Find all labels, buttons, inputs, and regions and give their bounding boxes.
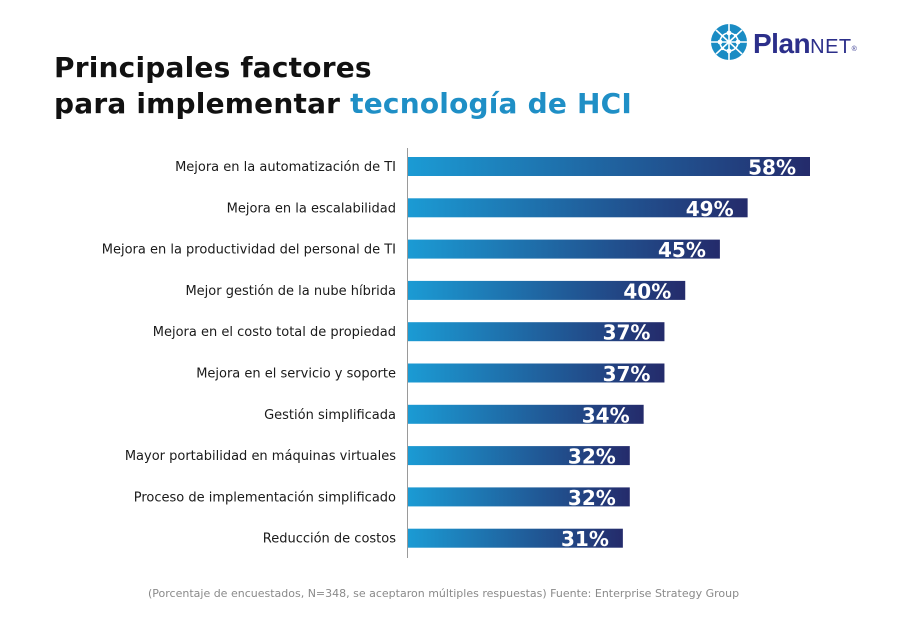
bar (408, 528, 623, 548)
bar-chart: Mejora en la automatización de TI 58% Mejo… (102, 148, 810, 558)
bar (408, 446, 630, 466)
chart-title: Principales factores para implementar te… (54, 50, 632, 122)
category-label: Mejora en la productividad del personal … (102, 243, 396, 258)
category-label: Mejora en la escalabilidad (227, 201, 396, 216)
bar (408, 198, 748, 218)
source-footnote: (Porcentaje de encuestados, N=348, se ac… (148, 587, 740, 600)
title-line-2-accent: tecnología de HCI (350, 87, 632, 120)
bar (408, 322, 665, 342)
value-label: 58% (748, 156, 796, 180)
bar (408, 239, 720, 259)
category-label: Mejora en el costo total de propiedad (153, 325, 396, 340)
value-label: 45% (658, 238, 706, 262)
value-label: 40% (623, 279, 671, 303)
title-line-2-prefix: para implementar (54, 87, 351, 120)
bar (408, 363, 665, 383)
category-label: Mejora en la automatización de TI (175, 160, 396, 175)
category-label: Mejor gestión de la nube híbrida (185, 284, 396, 299)
category-label: Mejora en el servicio y soporte (196, 367, 396, 382)
category-label: Gestión simplificada (264, 408, 396, 423)
bar (408, 157, 810, 176)
value-label: 49% (686, 197, 734, 221)
category-label: Mayor portabilidad en máquinas virtuales (125, 449, 396, 464)
value-label: 31% (561, 527, 609, 551)
bar (408, 404, 644, 424)
logo-registered-mark: ® (851, 46, 857, 53)
category-label: Reducción de costos (263, 532, 396, 547)
title-line-1: Principales factores (54, 51, 372, 84)
value-label: 37% (603, 362, 651, 386)
bars-group: Mejora en la automatización de TI 58% Mejo… (102, 156, 810, 551)
plannet-logo: PlanNET® (709, 22, 869, 66)
logo-plan: Plan (753, 28, 811, 59)
category-label: Proceso de implementación simplificado (134, 490, 396, 505)
value-label: 32% (568, 445, 616, 469)
logo-wordmark: PlanNET® (753, 26, 857, 65)
globe-icon (711, 24, 747, 60)
value-label: 34% (582, 403, 630, 427)
value-label: 32% (568, 486, 616, 510)
bar (408, 487, 630, 507)
logo-net: NET (810, 36, 852, 58)
value-label: 37% (603, 321, 651, 345)
bar (408, 280, 686, 300)
